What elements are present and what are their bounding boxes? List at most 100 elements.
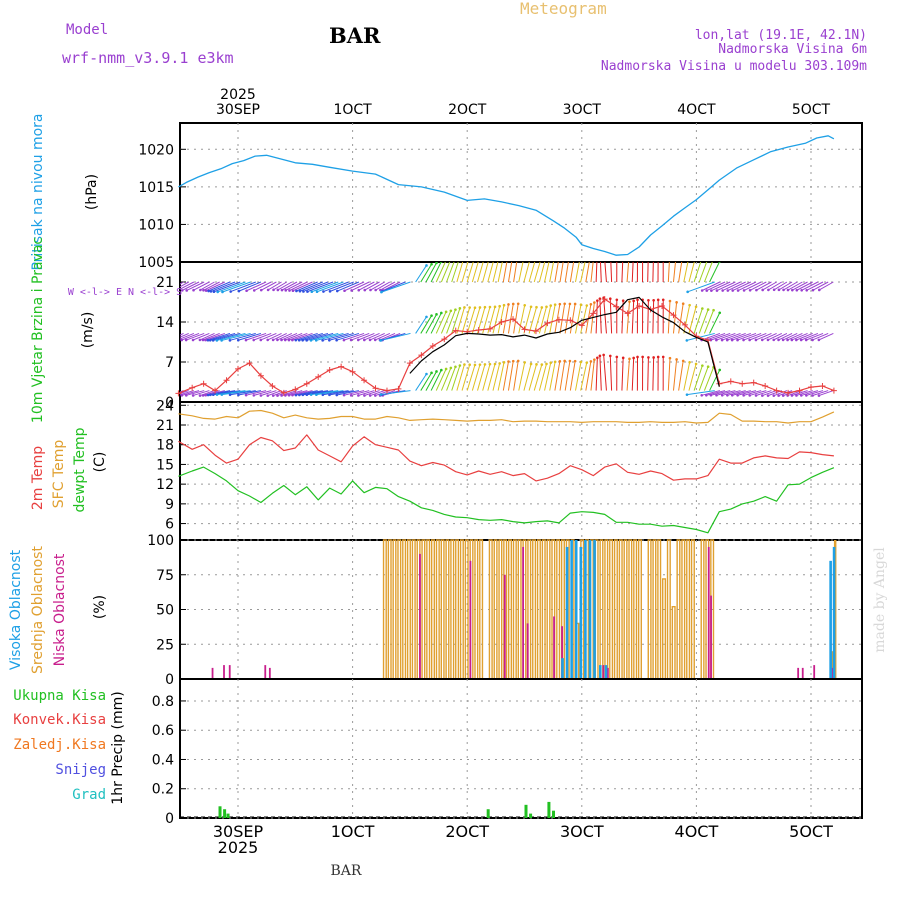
wind-vector (358, 332, 375, 341)
bottom-day-label: 3OCT (560, 822, 604, 841)
wind-arrowhead (636, 355, 639, 359)
wind-arrowhead (553, 360, 557, 364)
wind-arrowhead (777, 394, 780, 397)
wind-speed-marker (796, 387, 803, 394)
wind-arrowhead (709, 393, 713, 397)
wind-arrowhead (468, 363, 471, 367)
wind-arrowhead (736, 338, 739, 342)
footer-station: BAR (331, 863, 362, 879)
wind-arrowhead (593, 301, 596, 304)
wind-arrowhead (766, 338, 770, 342)
wind-vector (631, 357, 635, 391)
wind-arrowhead (523, 361, 527, 364)
wind-vector (609, 298, 613, 334)
wind-speed-marker (636, 303, 643, 309)
wind-vector (783, 281, 798, 291)
wind-vector (425, 371, 437, 391)
wind-arrowhead (804, 338, 808, 342)
bottom-year-label: 2025 (218, 838, 259, 857)
wind-vector (186, 332, 205, 341)
cloud-low-bar (831, 667, 834, 679)
wind-vector (701, 281, 721, 291)
wind-arrowhead (790, 338, 794, 342)
wind-vector (420, 372, 432, 391)
temp-tick-label: 12 (156, 477, 174, 493)
wind-vector (440, 367, 452, 391)
wind-arrowhead (212, 290, 216, 294)
wind-vector (698, 366, 709, 391)
wind-vector (732, 390, 751, 396)
wind-speed-marker (498, 319, 505, 325)
wind-arrowhead (545, 362, 548, 366)
wind-arrowhead (694, 305, 698, 309)
wind-speed-marker (338, 363, 345, 370)
wind-arrowhead (180, 289, 184, 292)
wind-vector (492, 306, 501, 334)
cloud-mid-bar (686, 539, 691, 679)
wind-arrowhead (373, 338, 377, 342)
wind-arrowhead (440, 368, 443, 372)
wind-vector (762, 281, 777, 291)
wind-arrowhead (184, 394, 188, 397)
cloud-tick-label: 100 (147, 533, 174, 549)
wind-speed-marker (578, 322, 585, 329)
wind-speed-marker (315, 373, 322, 380)
cloud-mid-bar (623, 539, 628, 679)
wind-arrowhead (380, 290, 383, 294)
wind-vector (731, 332, 752, 341)
wind-vector (238, 332, 262, 341)
wind-arrowhead (772, 338, 776, 342)
cloud-high-bar (832, 546, 836, 679)
wind-arrowhead (363, 394, 366, 397)
wind-arrowhead (766, 394, 770, 397)
wind-arrowhead (473, 306, 477, 310)
wind-vector (569, 262, 575, 283)
wind-vector (180, 281, 189, 288)
wind-arrowhead (369, 288, 372, 292)
wind-arrowhead (314, 339, 318, 342)
wind-speed-marker (670, 312, 677, 319)
wind-vector (343, 390, 365, 396)
wind-speed-marker (200, 380, 207, 387)
wind-vector (245, 390, 267, 396)
wind-arrowhead (608, 297, 612, 301)
wind-arrowhead (615, 298, 619, 302)
wind-arrowhead (715, 338, 718, 342)
wind-arrowhead (781, 338, 785, 342)
wind-vector (806, 390, 824, 396)
panel-frame (179, 678, 863, 819)
wind-arrowhead (516, 302, 520, 306)
wind-vector (213, 281, 241, 293)
wind-speed-marker (189, 384, 196, 391)
wind-speed-marker (383, 387, 390, 394)
wind-vector (350, 332, 370, 341)
wind-arrowhead (335, 289, 339, 293)
cloud-mid-bar (604, 539, 609, 679)
wind-arrowhead (502, 361, 506, 364)
wind-arrowhead (817, 338, 821, 342)
cloud-mid-bar (541, 539, 546, 679)
wind-vector (621, 262, 624, 283)
wind-vector (260, 390, 277, 396)
cloud-mid-bar (445, 539, 450, 679)
wind-arrowhead (786, 338, 789, 342)
wind-vector (755, 390, 772, 396)
top-day-label: 4OCT (677, 102, 716, 118)
cloud-low-bar (419, 553, 421, 679)
wind-arrowhead (563, 359, 566, 363)
elevation-label: Nadmorska Visina 6m (718, 42, 867, 57)
wind-vector (749, 332, 767, 341)
wind-arrowhead (216, 290, 220, 294)
wind-vector (513, 303, 519, 334)
wind-arrowhead (244, 338, 248, 342)
wind-arrowhead (295, 289, 298, 293)
wind-arrowhead (715, 393, 718, 397)
wind-arrowhead (356, 338, 360, 342)
wind-vector (446, 309, 456, 334)
wind-vector (502, 304, 509, 334)
wind-unit: (m/s) (80, 312, 96, 349)
wind-speed-marker (624, 310, 631, 317)
cloud-tick-label: 50 (156, 603, 174, 619)
wind-arrowhead (209, 290, 213, 293)
wind-arrowhead (790, 394, 794, 397)
